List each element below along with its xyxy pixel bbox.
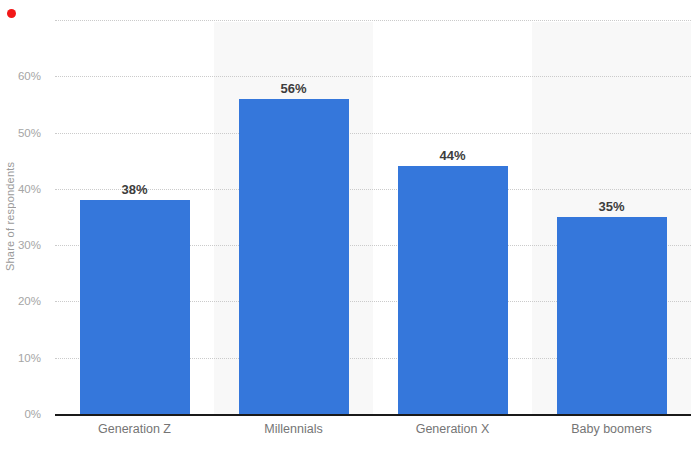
bar-value-label: 38% (55, 182, 214, 197)
gridline (55, 133, 691, 134)
y-tick-label: 50% (0, 127, 41, 139)
y-tick-label: 20% (0, 295, 41, 307)
y-tick-label: 60% (0, 70, 41, 82)
y-tick-label: 0% (0, 408, 41, 420)
bar-millennials[interactable] (239, 99, 349, 414)
bar-generation-z[interactable] (80, 200, 190, 414)
bar-value-label: 44% (373, 148, 532, 163)
y-tick-label: 30% (0, 239, 41, 251)
bar-value-label: 56% (214, 81, 373, 96)
y-tick-label: 10% (0, 352, 41, 364)
y-tick-label: 40% (0, 183, 41, 195)
chart-container: Share of respondents 38% 56% 44% 35% 0% 10% 2… (0, 0, 693, 451)
bar-baby-boomers[interactable] (557, 217, 667, 414)
bar-generation-x[interactable] (398, 166, 508, 414)
gridline (55, 76, 691, 77)
bar-value-label: 35% (532, 199, 691, 214)
gridline (55, 20, 691, 21)
category-label-generation-z: Generation Z (55, 421, 214, 437)
plot-area: 38% 56% 44% 35% (55, 20, 691, 416)
red-click-marker-icon (7, 9, 16, 18)
y-axis-title: Share of respondents (4, 158, 16, 274)
category-label-millennials: Millennials (214, 421, 373, 437)
category-label-generation-x: Generation X (373, 421, 532, 437)
category-label-baby-boomers: Baby boomers (532, 421, 691, 437)
